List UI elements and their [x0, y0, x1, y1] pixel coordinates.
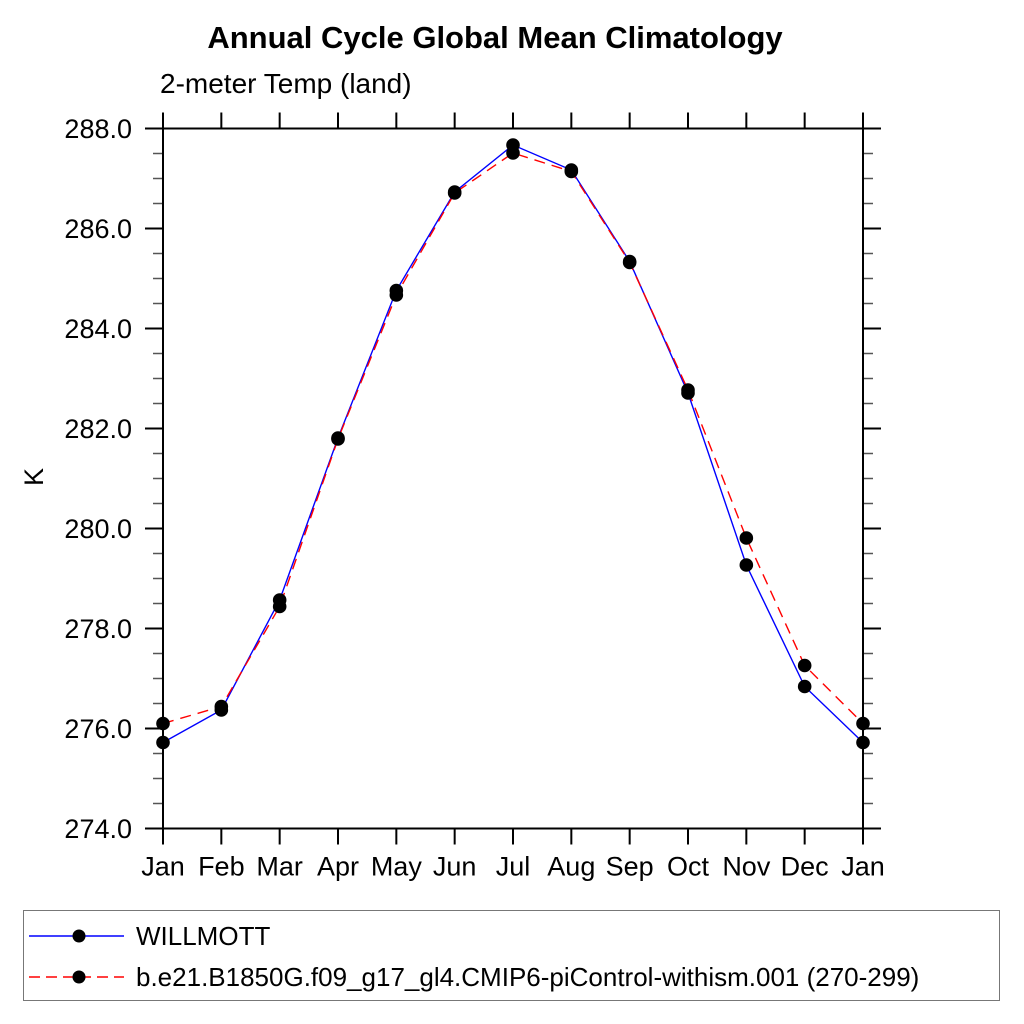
x-tick-label: Oct — [667, 852, 710, 882]
x-tick-label: Sep — [606, 852, 654, 882]
x-tick-label: Nov — [722, 852, 771, 882]
x-tick-label: Jan — [141, 852, 185, 882]
data-point-marker — [739, 558, 754, 572]
data-point-marker — [156, 716, 170, 731]
data-point-marker — [506, 146, 520, 160]
y-tick-label: 276.0 — [64, 714, 132, 744]
legend-entry-willmott: WILLMOTT — [29, 920, 271, 951]
y-tick-label: 284.0 — [64, 314, 132, 344]
data-point-marker — [214, 699, 229, 714]
data-point-marker — [739, 531, 754, 545]
x-tick-label: Mar — [256, 852, 303, 882]
y-tick-label: 278.0 — [64, 614, 132, 644]
data-point-marker — [331, 432, 345, 446]
data-point-marker — [447, 186, 462, 200]
data-point-marker — [856, 735, 870, 750]
chart-title: Annual Cycle Global Mean Climatology — [207, 20, 783, 55]
x-tick-label: Jun — [433, 852, 477, 882]
data-point-marker — [856, 716, 870, 731]
legend-marker — [72, 970, 86, 984]
y-tick-label: 280.0 — [64, 514, 132, 544]
legend-key-dashed-line-icon — [29, 970, 124, 984]
data-point-marker — [156, 735, 170, 750]
x-tick-label: Feb — [198, 852, 245, 882]
legend-entry-model: b.e21.B1850G.f09_g17_gl4.CMIP6-piControl… — [29, 961, 920, 992]
y-tick-label: 274.0 — [64, 814, 132, 844]
x-tick-label: Aug — [547, 852, 595, 882]
data-point-marker — [797, 658, 812, 673]
legend-marker — [72, 929, 86, 943]
x-tick-label: Jul — [496, 852, 531, 882]
legend-key-solid-line-icon — [29, 929, 124, 943]
plot-frame — [162, 127, 864, 830]
y-tick-label: 282.0 — [64, 414, 132, 444]
legend-label: b.e21.B1850G.f09_g17_gl4.CMIP6-piControl… — [136, 961, 920, 992]
data-point-marker — [797, 679, 812, 694]
data-point-marker — [622, 255, 637, 270]
data-point-marker — [681, 383, 695, 397]
chart-subtitle: 2-meter Temp (land) — [160, 68, 412, 99]
x-tick-label: Apr — [317, 852, 359, 882]
series-line-0 — [162, 144, 864, 744]
x-tick-label: Dec — [781, 852, 829, 882]
y-tick-label: 286.0 — [64, 214, 132, 244]
y-tick-label: 288.0 — [64, 114, 132, 144]
series-line-1 — [162, 152, 864, 725]
data-point-marker — [389, 288, 404, 302]
legend-label: WILLMOTT — [136, 920, 271, 951]
data-point-marker — [272, 599, 287, 614]
x-tick-label: May — [371, 852, 423, 882]
data-point-marker — [564, 164, 579, 179]
legend-box: WILLMOTT b.e21.B1850G.f09_g17_gl4.CMIP6-… — [23, 910, 1000, 1001]
x-tick-label: Jan — [841, 852, 885, 882]
